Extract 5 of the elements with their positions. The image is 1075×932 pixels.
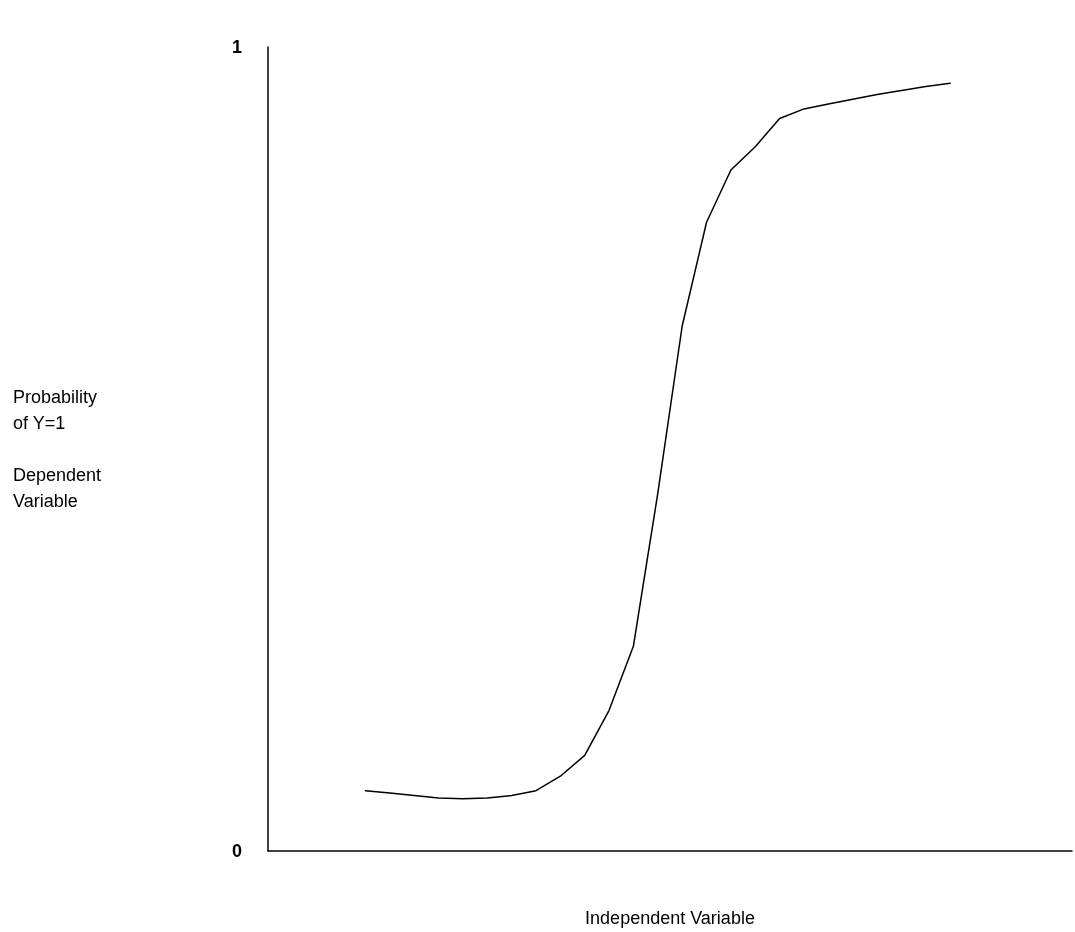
y-tick-label: 1 <box>231 37 242 57</box>
x-axis-title: Independent Variable <box>585 908 755 928</box>
y-tick-label: 0 <box>231 841 242 861</box>
text: Probability of Y=1 Dependent Variable <box>13 387 102 511</box>
line-series <box>364 82 951 800</box>
